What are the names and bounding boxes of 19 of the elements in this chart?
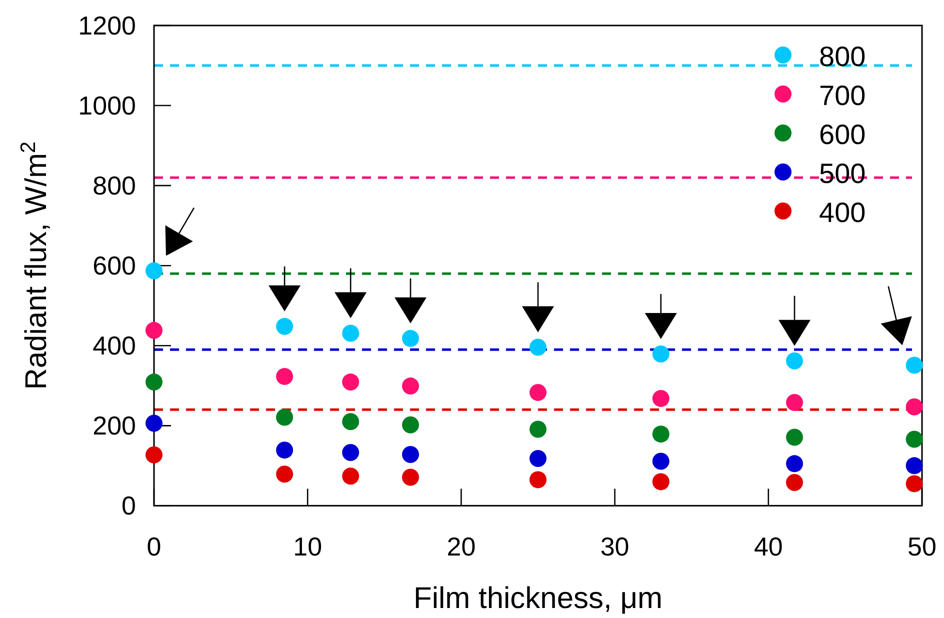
y-tick-label: 200 (92, 410, 136, 441)
y-tick-label: 1200 (78, 10, 136, 40)
y-tick-label: 400 (92, 330, 136, 361)
y-tick-label: 0 (122, 490, 136, 521)
legend-label: 700 (819, 80, 866, 111)
x-tick-label: 50 (908, 532, 936, 562)
legend-label: 600 (819, 119, 866, 150)
x-tick-label: 0 (146, 532, 162, 562)
x-tick-label: 40 (754, 532, 783, 562)
x-axis-title: Film thickness, μm (414, 582, 662, 615)
y-tick-label: 1000 (78, 90, 136, 121)
x-tick-label: 20 (446, 532, 476, 562)
legend-label: 500 (819, 158, 866, 189)
x-tick-label: 30 (600, 532, 630, 562)
y-tick-label: 600 (92, 250, 136, 281)
x-tick-label: 10 (293, 532, 322, 562)
legend-label: 400 (819, 197, 866, 228)
y-tick-label: 800 (92, 170, 136, 201)
legend-label: 800 (819, 41, 866, 72)
